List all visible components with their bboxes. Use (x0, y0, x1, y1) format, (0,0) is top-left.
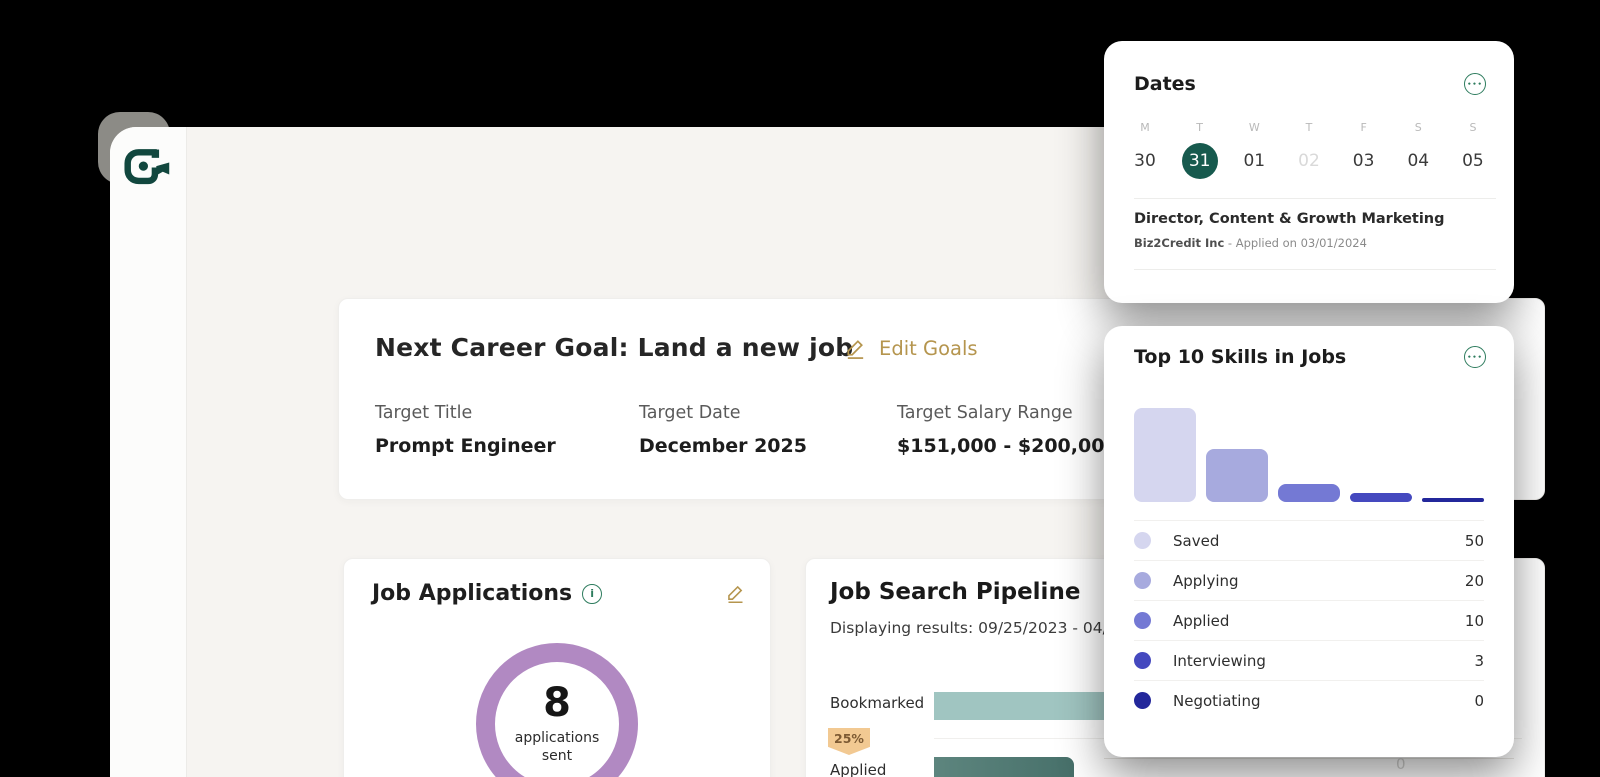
company-name: Biz2Credit Inc (1134, 236, 1225, 250)
calendar-day-04[interactable]: 04 (1407, 151, 1430, 171)
top-skills-card: Top 10 Skills in Jobs Saved 50 Applying … (1104, 326, 1514, 757)
legend-value: 50 (1464, 531, 1484, 550)
legend-label: Interviewing (1173, 651, 1266, 670)
target-title-value: Prompt Engineer (375, 435, 556, 457)
calendar-day-headers: M T W T F S S (1120, 121, 1498, 134)
day-header: S (1414, 121, 1422, 134)
legend-value: 20 (1464, 571, 1484, 590)
day-header: M (1140, 121, 1150, 134)
applications-caption: applications sent (514, 729, 600, 764)
target-salary-label: Target Salary Range (897, 403, 1073, 423)
legend-dot (1134, 572, 1151, 589)
calendar-dates-row: 30 31 01 02 03 04 05 (1120, 143, 1498, 179)
target-date-label: Target Date (639, 403, 741, 423)
calendar-day-02[interactable]: 02 (1298, 151, 1320, 171)
calendar-day-30[interactable]: 30 (1134, 151, 1156, 171)
applications-donut-chart: 8 applications sent (344, 643, 770, 777)
dates-job-title[interactable]: Director, Content & Growth Marketing (1134, 211, 1445, 227)
legend-dot (1134, 612, 1151, 629)
skills-bar-chart (1134, 400, 1484, 502)
legend-label: Applied (1173, 611, 1230, 630)
edit-applications-button[interactable] (725, 583, 746, 604)
legend-row-saved: Saved 50 (1134, 520, 1484, 560)
target-title-field: Target Title Prompt Engineer (375, 403, 556, 457)
pencil-icon (847, 340, 864, 359)
target-date-value: December 2025 (639, 435, 807, 457)
pipeline-date-range: Displaying results: 09/25/2023 - 04/03/2… (830, 619, 1173, 637)
legend-label: Negotiating (1173, 691, 1261, 710)
skills-legend: Saved 50 Applying 20 Applied 10 Intervie… (1134, 520, 1484, 720)
background-zero-value: 0 (1396, 755, 1406, 773)
ellipsis-menu-icon[interactable] (1464, 346, 1486, 368)
target-salary-field: Target Salary Range $151,000 - $200,000 (897, 403, 1118, 457)
pipeline-label-applied: Applied (830, 761, 887, 777)
dates-title: Dates (1134, 73, 1196, 95)
legend-dot (1134, 652, 1151, 669)
app-logo-icon[interactable] (124, 147, 172, 189)
day-header: W (1248, 121, 1260, 134)
legend-row-applied: Applied 10 (1134, 600, 1484, 640)
target-salary-value: $151,000 - $200,000 (897, 435, 1118, 457)
applications-count: 8 (543, 679, 571, 726)
job-applications-card: Job Applications 8 applications sent (343, 558, 771, 777)
conversion-badge-applied: 25% (828, 728, 870, 755)
legend-row-applying: Applying 20 (1134, 560, 1484, 600)
dates-job-subtitle: Biz2Credit Inc - Applied on 03/01/2024 (1134, 236, 1367, 250)
target-date-field: Target Date December 2025 (639, 403, 807, 457)
pipeline-bar-applied (934, 757, 1074, 777)
legend-row-negotiating: Negotiating 0 (1134, 680, 1484, 720)
day-header: T (1305, 121, 1313, 134)
legend-dot (1134, 692, 1151, 709)
pencil-icon (728, 585, 743, 604)
skills-bar-negotiating (1422, 498, 1484, 502)
background-divider (1104, 758, 1514, 759)
edit-goals-button[interactable]: Edit Goals (844, 337, 978, 360)
skills-bar-applying (1206, 449, 1268, 502)
day-header: F (1360, 121, 1367, 134)
skills-title: Top 10 Skills in Jobs (1134, 346, 1347, 368)
legend-value: 10 (1464, 611, 1484, 630)
day-header: T (1196, 121, 1204, 134)
skills-bar-interviewing (1350, 493, 1412, 502)
calendar-day-01[interactable]: 01 (1243, 151, 1266, 171)
app-window: Next Career Goal: Land a new job Edit Go… (110, 127, 1545, 777)
legend-value: 0 (1474, 691, 1484, 710)
calendar-day-05[interactable]: 05 (1462, 151, 1484, 171)
edit-goals-label: Edit Goals (879, 337, 978, 360)
info-icon[interactable] (582, 583, 603, 604)
legend-value: 3 (1474, 651, 1484, 670)
ellipsis-menu-icon[interactable] (1464, 73, 1486, 95)
day-header: S (1469, 121, 1477, 134)
sidebar (110, 127, 187, 777)
pipeline-label-bookmarked: Bookmarked (830, 694, 925, 712)
legend-dot (1134, 532, 1151, 549)
skills-bar-saved (1134, 408, 1196, 502)
calendar-day-03[interactable]: 03 (1352, 151, 1375, 171)
dates-card: Dates M T W T F S S 30 31 01 02 03 04 05… (1104, 41, 1514, 303)
legend-label: Saved (1173, 531, 1220, 550)
job-applications-title: Job Applications (372, 581, 573, 606)
dates-divider (1134, 269, 1496, 270)
pipeline-title: Job Search Pipeline (830, 579, 1081, 605)
legend-row-interviewing: Interviewing 3 (1134, 640, 1484, 680)
target-title-label: Target Title (375, 403, 473, 423)
applied-note: - Applied on 03/01/2024 (1224, 236, 1367, 250)
dates-divider (1134, 198, 1496, 199)
legend-label: Applying (1173, 571, 1239, 590)
job-applications-header: Job Applications (372, 581, 746, 606)
skills-bar-applied (1278, 484, 1340, 502)
calendar-day-31-selected[interactable]: 31 (1175, 143, 1225, 179)
donut-ring: 8 applications sent (476, 643, 638, 777)
career-goal-title: Next Career Goal: Land a new job (375, 333, 854, 362)
